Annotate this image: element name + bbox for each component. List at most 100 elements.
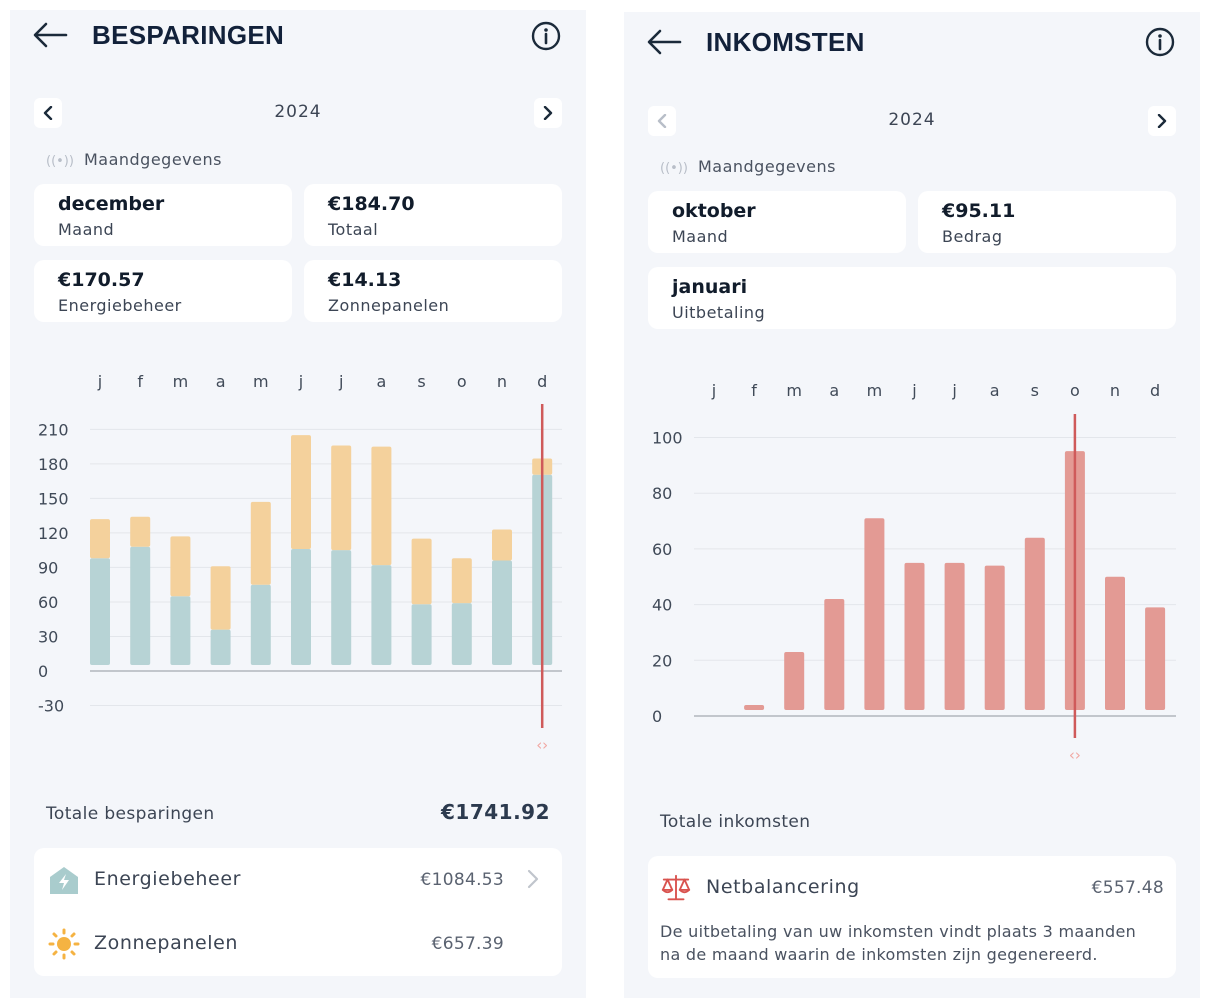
total-card: €184.70 Totaal bbox=[304, 184, 562, 246]
bar-zonnepanelen bbox=[90, 519, 110, 559]
bar-energiebeheer bbox=[492, 560, 512, 665]
savings-bar-chart[interactable]: 210 180 150 120 90 60 30 0 -30 j f m a m j j a s o n d ‹› bbox=[10, 350, 586, 770]
chevron-left-right-icon: ‹› bbox=[1069, 746, 1081, 764]
data-note: ((•)) Maandgegevens bbox=[660, 157, 836, 176]
month-label: m bbox=[253, 372, 269, 391]
card-label: Uitbetaling bbox=[672, 303, 766, 322]
month-label: j bbox=[97, 372, 102, 391]
year-selector: 2024 bbox=[34, 98, 562, 128]
y-tick-label: 210 bbox=[38, 420, 69, 439]
y-tick-label: 60 bbox=[38, 593, 58, 612]
month-label: m bbox=[786, 381, 802, 400]
bar-income bbox=[1105, 576, 1125, 710]
card-value: €170.57 bbox=[58, 269, 145, 291]
data-note-label: Maandgegevens bbox=[83, 150, 222, 169]
card-value: €184.70 bbox=[328, 193, 415, 215]
bar-zonnepanelen bbox=[291, 435, 311, 550]
bar-income bbox=[944, 562, 965, 710]
back-arrow-icon[interactable] bbox=[30, 21, 70, 49]
card-value: oktober bbox=[672, 200, 756, 222]
bar-energiebeheer bbox=[130, 546, 151, 665]
year-label: 2024 bbox=[274, 102, 322, 122]
previous-year-button[interactable] bbox=[34, 98, 62, 128]
card-label: Energiebeheer bbox=[58, 296, 182, 315]
bar-zonnepanelen bbox=[492, 529, 512, 561]
house-lightning-icon bbox=[50, 867, 78, 894]
y-tick-label: 150 bbox=[38, 489, 69, 508]
info-icon[interactable] bbox=[1144, 26, 1176, 58]
header: INKOMSTEN bbox=[624, 12, 1200, 68]
y-tick-label: 60 bbox=[652, 540, 672, 559]
bar-income bbox=[1145, 607, 1166, 710]
bar-energiebeheer bbox=[90, 558, 110, 665]
y-tick-label: 120 bbox=[38, 524, 69, 543]
chevron-left-icon bbox=[43, 106, 53, 120]
y-tick-label: 30 bbox=[38, 627, 58, 646]
card-value: december bbox=[58, 193, 165, 215]
year-label: 2024 bbox=[888, 110, 936, 130]
month-label: s bbox=[417, 372, 425, 391]
netbalancing-card: Netbalancering €557.48 De uitbetaling va… bbox=[648, 856, 1176, 978]
month-label: o bbox=[1070, 381, 1080, 400]
bar-energiebeheer bbox=[210, 629, 231, 665]
card-label: Maand bbox=[58, 220, 115, 239]
chevron-right-icon bbox=[543, 106, 553, 120]
bar-energiebeheer bbox=[411, 604, 432, 665]
month-label: f bbox=[137, 372, 143, 391]
list-item-value: €1084.53 bbox=[420, 870, 504, 890]
back-arrow-icon[interactable] bbox=[644, 28, 684, 56]
data-note: ((•)) Maandgegevens bbox=[46, 150, 222, 169]
bar-zonnepanelen bbox=[130, 516, 151, 547]
list-item-netbalancering: Netbalancering €557.48 bbox=[648, 858, 1176, 918]
y-tick-label: 80 bbox=[652, 484, 672, 503]
total-value: €1741.92 bbox=[440, 800, 550, 824]
bar-zonnepanelen bbox=[411, 538, 432, 605]
next-year-button[interactable] bbox=[1148, 106, 1176, 136]
bar-energiebeheer bbox=[451, 603, 472, 665]
scale-icon bbox=[661, 874, 691, 901]
info-icon[interactable] bbox=[530, 20, 562, 52]
y-tick-label: -30 bbox=[38, 697, 64, 716]
energy-card: €170.57 Energiebeheer bbox=[34, 260, 292, 322]
month-label: a bbox=[990, 381, 1000, 400]
list-item-label: Netbalancering bbox=[706, 876, 860, 898]
income-bar-chart[interactable]: 100 80 60 40 20 0 j f m a m j j a s o n d ‹› bbox=[624, 360, 1200, 770]
bar-income bbox=[784, 651, 805, 710]
bar-energiebeheer bbox=[371, 565, 392, 665]
bar-zonnepanelen bbox=[250, 501, 271, 585]
month-label: m bbox=[173, 372, 189, 391]
y-tick-label: 100 bbox=[652, 429, 683, 448]
payout-card: januari Uitbetaling bbox=[648, 267, 1176, 329]
y-tick-label: 0 bbox=[652, 707, 662, 726]
page-title: INKOMSTEN bbox=[706, 27, 865, 57]
next-year-button[interactable] bbox=[534, 98, 562, 128]
month-label: f bbox=[751, 381, 757, 400]
previous-year-button[interactable] bbox=[648, 106, 676, 136]
card-value: €95.11 bbox=[942, 200, 1016, 222]
month-label: o bbox=[457, 372, 467, 391]
month-label: d bbox=[537, 372, 547, 391]
savings-breakdown: Energiebeheer €1084.53 Zonnepanelen €657… bbox=[34, 848, 562, 976]
chevron-left-icon bbox=[657, 114, 667, 128]
list-item-energiebeheer[interactable]: Energiebeheer €1084.53 bbox=[34, 850, 562, 910]
total-label: Totale inkomsten bbox=[660, 812, 811, 832]
y-tick-label: 20 bbox=[652, 651, 672, 670]
month-label: n bbox=[1110, 381, 1120, 400]
month-label: a bbox=[216, 372, 226, 391]
income-panel: INKOMSTEN 2024 ((•)) Maandgegevens oktobe… bbox=[624, 12, 1200, 998]
chevron-right-icon bbox=[1157, 114, 1167, 128]
list-item-label: Zonnepanelen bbox=[94, 932, 239, 954]
amount-card: €95.11 Bedrag bbox=[918, 191, 1176, 253]
chevron-right-icon bbox=[527, 869, 539, 889]
y-tick-label: 180 bbox=[38, 455, 69, 474]
month-label: j bbox=[711, 381, 716, 400]
list-item-label: Energiebeheer bbox=[94, 868, 242, 890]
list-item-zonnepanelen: Zonnepanelen €657.39 bbox=[34, 914, 562, 974]
bar-energiebeheer bbox=[170, 596, 191, 665]
list-item-value: €557.48 bbox=[1091, 878, 1164, 898]
list-item-value: €657.39 bbox=[431, 934, 504, 954]
month-label: a bbox=[829, 381, 839, 400]
solar-card: €14.13 Zonnepanelen bbox=[304, 260, 562, 322]
month-label: m bbox=[867, 381, 883, 400]
month-label: d bbox=[1150, 381, 1160, 400]
